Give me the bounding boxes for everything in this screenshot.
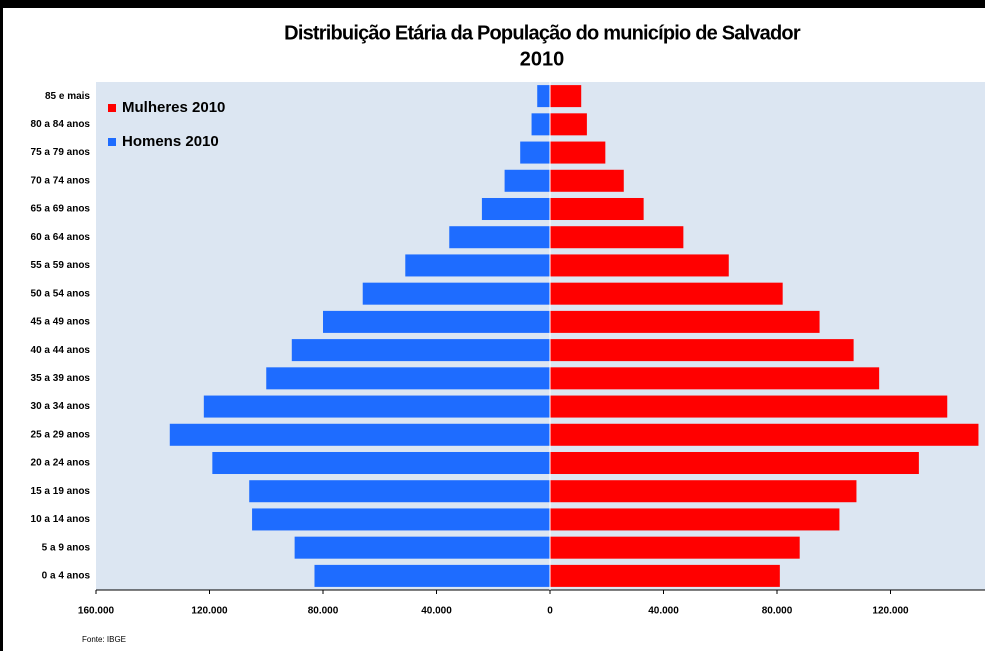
legend-swatch [108, 138, 116, 146]
bar [252, 508, 550, 531]
y-tick-label: 70 a 74 anos [31, 175, 91, 186]
bar [550, 113, 587, 136]
y-tick-label: 45 a 49 anos [31, 317, 91, 328]
chart-subtitle: 2010 [520, 48, 565, 70]
bar [323, 310, 550, 333]
x-tick-label: 160.000 [78, 606, 115, 617]
y-tick-label: 55 a 59 anos [31, 260, 91, 271]
bar [520, 141, 550, 164]
bar [449, 226, 550, 249]
y-tick-label: 25 a 29 anos [31, 429, 91, 440]
bar [405, 254, 550, 277]
bar [314, 564, 550, 587]
x-tick-label: 40.000 [648, 606, 679, 617]
bar [169, 423, 550, 446]
y-tick-label: 30 a 34 anos [31, 401, 91, 412]
y-tick-label: 0 a 4 anos [42, 571, 91, 582]
bar [550, 395, 948, 418]
x-tick-label: 80.000 [308, 606, 339, 617]
y-tick-label: 50 a 54 anos [31, 288, 91, 299]
bar [362, 282, 550, 305]
bar [266, 367, 550, 390]
bar [550, 536, 800, 559]
x-tick-label: 40.000 [421, 606, 452, 617]
bar [531, 113, 550, 136]
bar [537, 85, 550, 108]
bar [481, 197, 550, 221]
y-tick-label: 5 a 9 anos [42, 542, 91, 553]
bar [550, 282, 783, 305]
x-tick-label: 0 [547, 606, 553, 617]
x-tick-label: 120.000 [191, 606, 228, 617]
y-tick-label: 35 a 39 anos [31, 373, 91, 384]
x-tick-label: 80.000 [762, 606, 793, 617]
bar [550, 169, 624, 192]
y-tick-label: 65 a 69 anos [31, 204, 91, 215]
bar [203, 395, 550, 418]
y-tick-label: 80 a 84 anos [31, 119, 91, 130]
y-tick-label: 85 e mais [45, 91, 90, 102]
legend-label: Mulheres 2010 [122, 99, 225, 116]
plot-area [96, 82, 985, 590]
y-tick-label: 15 a 19 anos [31, 486, 91, 497]
y-tick-label: 40 a 44 anos [31, 345, 91, 356]
bar [550, 451, 919, 475]
bar [550, 480, 857, 503]
chart-title: Distribuição Etária da População do muni… [284, 22, 801, 44]
bar [294, 536, 550, 559]
bar [212, 451, 550, 475]
bar [550, 141, 606, 164]
y-tick-label: 75 a 79 anos [31, 147, 91, 158]
bar [504, 169, 550, 192]
y-tick-label: 10 a 14 anos [31, 514, 91, 525]
bar [550, 339, 854, 362]
bar [550, 226, 684, 249]
bar [550, 423, 979, 446]
bar [550, 310, 820, 333]
x-tick-label: 120.000 [872, 606, 909, 617]
y-tick-label: 60 a 64 anos [31, 232, 91, 243]
y-tick-label: 20 a 24 anos [31, 458, 91, 469]
bar [291, 339, 550, 362]
bar [550, 254, 729, 277]
bar [550, 367, 880, 390]
legend-swatch [108, 104, 116, 112]
bar [249, 480, 550, 503]
bar [550, 197, 644, 221]
source: Fonte: IBGE [82, 635, 126, 644]
bar [550, 85, 582, 108]
legend-label: Homens 2010 [122, 133, 219, 150]
bar [550, 508, 840, 531]
bar [550, 564, 780, 587]
